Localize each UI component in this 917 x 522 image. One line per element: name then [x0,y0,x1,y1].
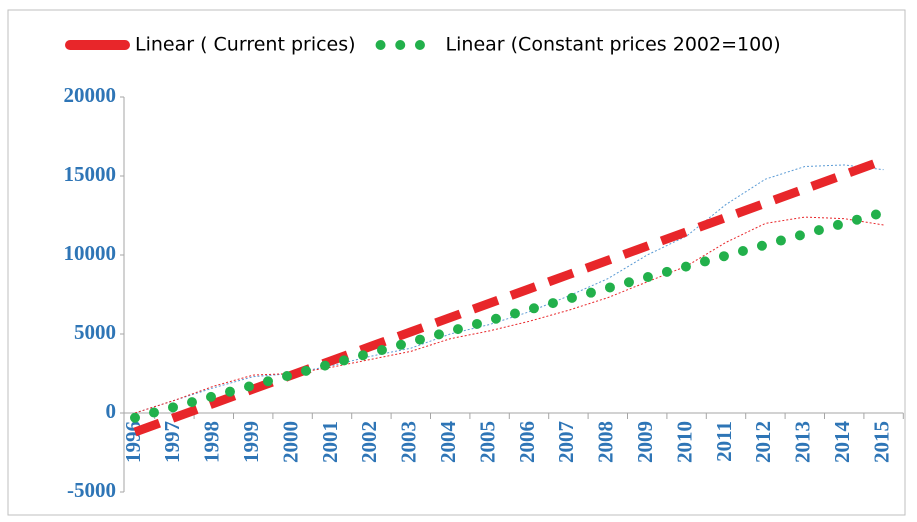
x-tick-label: 2012 [751,421,775,463]
legend-label: Linear (Constant prices 2002=100) [446,34,781,56]
y-tick-label: 5000 [74,320,116,344]
x-tick-label: 2006 [515,421,539,463]
series-line [130,207,889,423]
y-tick-label: 10000 [64,241,117,265]
x-tick-label: 2007 [554,421,578,463]
x-tick-label: 2010 [672,421,696,463]
x-tick-label: 2004 [436,421,460,464]
x-tick-label: 2009 [633,421,657,463]
x-tick-label: 1997 [160,421,184,463]
legend-label: Linear ( Current prices) [135,34,356,56]
x-tick-label: 2015 [869,421,893,463]
y-tick-label: -5000 [67,478,116,502]
series-line [134,164,884,414]
x-tick-label: 2000 [278,421,302,463]
x-tick-label: 1998 [200,421,224,463]
x-tick-label: 2005 [475,421,499,463]
x-tick-label: 2008 [594,421,618,463]
series-line [133,156,886,437]
x-tick-label: 2013 [791,421,815,463]
chart-border [7,9,906,516]
x-tick-label: 2014 [830,421,854,464]
x-tick-label: 2002 [357,421,381,463]
x-tick-label: 2003 [397,421,421,463]
y-tick-label: 20000 [64,83,117,107]
x-tick-label: 2001 [318,421,342,463]
y-tick-label: 15000 [64,162,117,186]
x-tick-label: 2011 [712,421,736,462]
x-tick-label: 1999 [239,421,263,463]
y-tick-label: 0 [106,399,117,423]
series-line [134,216,884,414]
